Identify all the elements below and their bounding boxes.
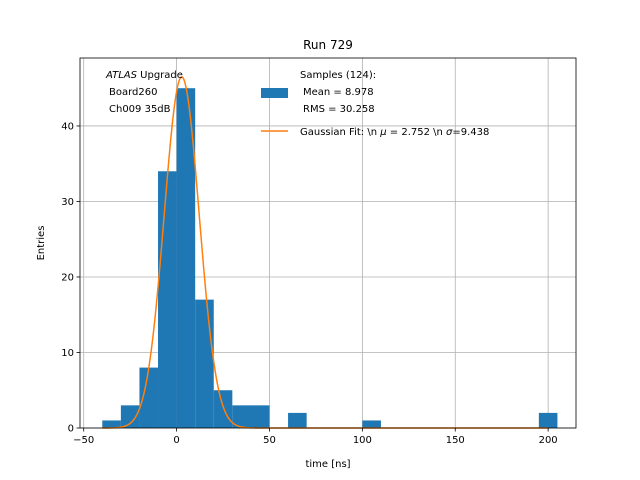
chart-title: Run 729 [303, 38, 353, 52]
histogram-bar [213, 390, 233, 428]
y-tick-label: 40 [61, 121, 74, 132]
x-tick-label: −50 [73, 435, 94, 446]
x-axis-ticks: −50 0 50 100 150 200 [73, 428, 558, 446]
annotation-line-3: Ch009 35dB [109, 104, 171, 115]
legend-fit-sigma: σ [446, 127, 453, 138]
histogram-bar [102, 420, 121, 428]
histogram-bar [120, 405, 140, 428]
legend-fit-mu: μ [379, 127, 386, 138]
legend-fit-prefix: Gaussian Fit: \n [300, 127, 380, 138]
legend-label-mean: Mean = 8.978 [303, 87, 374, 98]
y-tick-label: 0 [68, 424, 74, 435]
x-tick-label: 150 [446, 435, 465, 446]
y-tick-label: 20 [61, 272, 74, 283]
legend-fit-sigma-text: =9.438 [452, 127, 489, 138]
histogram-bar [176, 88, 196, 429]
histogram-bar [288, 412, 307, 428]
annotation-upgrade: Upgrade [137, 70, 183, 81]
legend-fit-mu-text: = 2.752 \n [387, 127, 446, 138]
y-tick-label: 30 [61, 197, 74, 208]
x-axis-label: time [ns] [305, 459, 350, 470]
histogram-bar [362, 420, 381, 428]
legend-label-rms: RMS = 30.258 [303, 104, 375, 115]
histogram-bar [139, 367, 159, 428]
x-tick-label: 200 [539, 435, 558, 446]
atlas-annotation: ATLAS Upgrade Board260 Ch009 35dB [105, 70, 183, 115]
legend-label-fit: Gaussian Fit: \n μ = 2.752 \n σ=9.438 [300, 127, 489, 138]
legend-label-samples: Samples (124): [300, 70, 376, 81]
histogram-bar [538, 412, 558, 428]
y-tick-label: 10 [61, 348, 74, 359]
legend: Samples (124): Mean = 8.978 RMS = 30.258… [261, 70, 489, 138]
x-tick-label: 100 [353, 435, 372, 446]
histogram-bar [232, 405, 270, 428]
x-tick-label: 50 [263, 435, 276, 446]
histogram-bar [158, 171, 177, 428]
y-axis-label: Entries [36, 226, 47, 261]
annotation-line-1: ATLAS Upgrade [105, 70, 183, 81]
histogram-bar [195, 299, 214, 428]
y-axis-ticks: 0 10 20 30 40 [61, 121, 80, 435]
x-tick-label: 0 [173, 435, 179, 446]
annotation-line-2: Board260 [109, 87, 157, 98]
legend-swatch-samples [261, 88, 288, 98]
plot-frame [79, 57, 577, 429]
annotation-atlas: ATLAS [105, 70, 138, 81]
